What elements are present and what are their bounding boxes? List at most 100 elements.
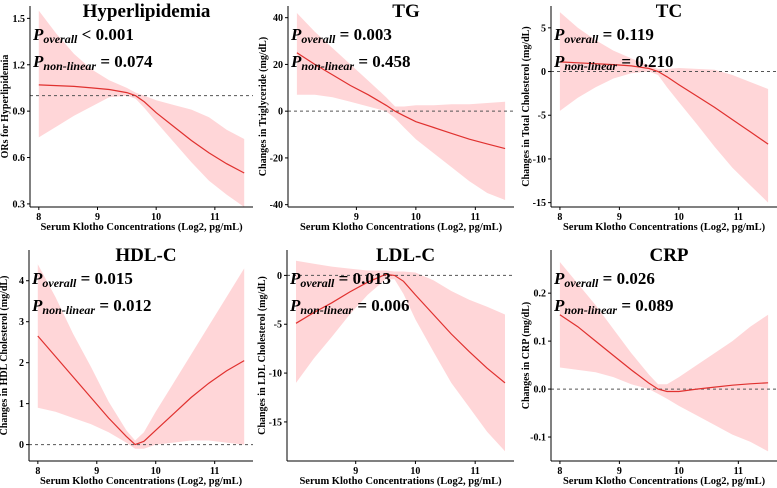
y-tick-label: 0.0: [534, 385, 547, 396]
x-axis-label: Serum Klotho Concentrations (Log2, pg/mL…: [40, 476, 243, 487]
p-nonlinear: Pnon-linear = 0.458: [290, 52, 411, 73]
p-overall: Poverall = 0.119: [553, 25, 654, 46]
estimate-line: [38, 84, 245, 174]
p-symbol: P: [31, 296, 43, 315]
y-axis-label: Changes in LDL Cholesterol (mg/dL): [257, 276, 268, 435]
y-tick-label: 3: [19, 317, 24, 328]
panel-title: Hyperlipidemia: [83, 1, 211, 22]
p-overall: Poverall = 0.015: [31, 269, 133, 290]
y-tick-label: -5: [538, 111, 546, 122]
y-tick-label: 0: [19, 440, 24, 451]
p-nonlinear-value: = 0.074: [96, 52, 153, 71]
x-tick-label: 11: [734, 466, 743, 477]
p-symbol: P: [289, 269, 301, 288]
y-axis-label: Changes in Total Cholesterol (mg/dL): [521, 26, 532, 186]
p-overall: Poverall = 0.003: [290, 25, 392, 46]
y-tick-label: 1.2: [13, 60, 26, 71]
p-nonlinear-value: = 0.089: [617, 296, 673, 315]
p-overall: Poverall = 0.026: [553, 269, 655, 290]
ci-band: [37, 264, 245, 449]
x-tick-label: 10: [411, 212, 421, 223]
x-tick-label: 10: [410, 466, 420, 477]
panel-title: HDL-C: [115, 245, 176, 266]
p-overall-value: = 0.003: [335, 25, 391, 44]
x-tick-label: 8: [557, 212, 562, 223]
estimate-line: [37, 335, 245, 446]
p-overall: Poverall < 0.001: [32, 25, 134, 46]
p-subscript: overall: [43, 32, 78, 46]
p-nonlinear-value: = 0.210: [617, 52, 673, 71]
y-tick-label: 0.3: [13, 199, 26, 210]
y-tick-label: -10: [269, 369, 282, 380]
ci-band: [38, 10, 245, 207]
ci-band: [296, 13, 506, 200]
x-axis-label: Serum Klotho Concentrations (Log2, pg/mL…: [300, 222, 503, 233]
p-overall-value: = 0.026: [598, 269, 654, 288]
x-tick-label: 9: [94, 466, 99, 477]
y-tick-label: 0: [278, 107, 283, 118]
ci-band: [559, 262, 769, 452]
y-tick-label: -5: [274, 320, 282, 331]
x-axis-label: Serum Klotho Concentrations (Log2, pg/mL…: [299, 476, 502, 487]
estimate-line: [559, 314, 769, 393]
p-nonlinear-value: = 0.012: [95, 296, 151, 315]
p-nonlinear-value: = 0.006: [353, 296, 409, 315]
p-subscript: non-linear: [301, 59, 354, 73]
x-tick-label: 10: [151, 212, 161, 223]
y-tick-label: 1: [19, 399, 24, 410]
x-tick-label: 8: [36, 212, 41, 223]
y-tick-label: 5: [541, 23, 546, 34]
p-overall-value: = 0.015: [76, 269, 132, 288]
y-tick-label: -40: [270, 200, 283, 211]
y-tick-label: -0.1: [530, 433, 546, 444]
estimate-line: [296, 52, 506, 150]
p-overall-value: = 0.119: [598, 25, 654, 44]
y-tick-label: 0: [541, 67, 546, 78]
y-tick-label: -15: [269, 417, 282, 428]
p-subscript: non-linear: [42, 303, 95, 317]
x-tick-label: 10: [674, 466, 684, 477]
p-nonlinear: Pnon-linear = 0.006: [289, 296, 410, 317]
p-subscript: overall: [564, 276, 599, 290]
x-tick-label: 9: [617, 212, 622, 223]
p-subscript: non-linear: [564, 303, 617, 317]
p-symbol: P: [289, 296, 301, 315]
p-subscript: overall: [300, 276, 335, 290]
p-overall: Poverall = 0.013: [289, 269, 391, 290]
x-tick-label: 10: [151, 466, 161, 477]
panel-title: TC: [656, 1, 682, 22]
p-symbol: P: [553, 52, 565, 71]
p-subscript: non-linear: [564, 59, 617, 73]
panel-title: LDL-C: [376, 245, 435, 266]
p-symbol: P: [32, 52, 44, 71]
p-nonlinear: Pnon-linear = 0.089: [553, 296, 674, 317]
p-symbol: P: [553, 296, 565, 315]
x-tick-label: 9: [617, 466, 622, 477]
p-overall-value: = 0.013: [334, 269, 390, 288]
x-axis-label: Serum Klotho Concentrations (Log2, pg/mL…: [563, 222, 766, 233]
p-symbol: P: [553, 269, 565, 288]
p-symbol: P: [31, 269, 43, 288]
y-axis-label: Changes in CRP (mg/dL): [521, 302, 532, 410]
y-tick-label: 20: [273, 60, 283, 71]
x-axis-label: Serum Klotho Concentrations (Log2, pg/mL…: [563, 476, 766, 487]
y-tick-label: -15: [533, 198, 546, 209]
y-axis-label: Changes in Triglyceride (mg/dL): [258, 37, 269, 176]
x-tick-label: 11: [210, 212, 219, 223]
p-symbol: P: [32, 25, 44, 44]
p-symbol: P: [553, 25, 565, 44]
y-axis-label: ORs for Hyperlipidemia: [0, 55, 11, 159]
x-tick-label: 8: [35, 466, 40, 477]
x-axis-label: Serum Klotho Concentrations (Log2, pg/mL…: [40, 222, 243, 233]
y-tick-label: 1.5: [13, 14, 26, 25]
estimate-line: [559, 61, 769, 145]
y-tick-label: -20: [270, 153, 283, 164]
p-subscript: overall: [564, 32, 599, 46]
y-tick-label: 4: [19, 276, 24, 287]
